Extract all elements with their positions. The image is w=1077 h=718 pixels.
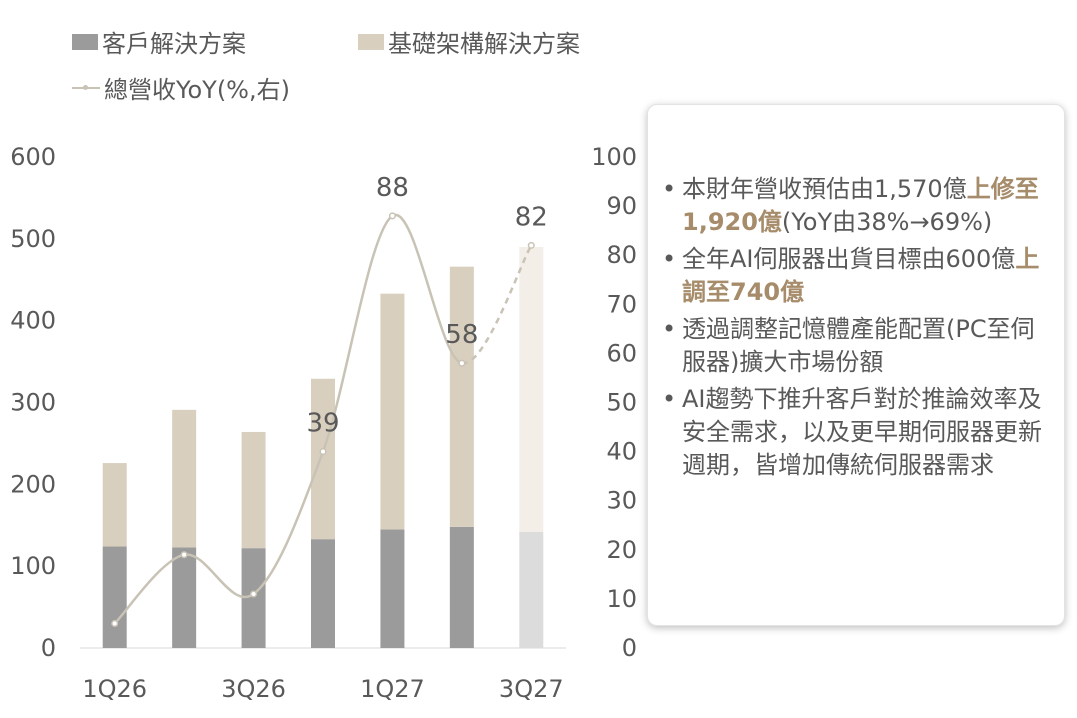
- y-right-tick-label: 40: [606, 438, 637, 466]
- bar-infrastructure-solutions: [102, 463, 127, 547]
- legend-line-marker: [72, 84, 100, 90]
- legend-label-yoy: 總營收YoY(%,右): [104, 76, 290, 104]
- yoy-line-solid: [113, 213, 463, 625]
- yoy-point: [111, 619, 119, 628]
- yoy-data-label: 88: [376, 173, 409, 203]
- bar-client-solutions: [380, 529, 405, 648]
- bar-client-solutions: [519, 531, 544, 648]
- yoy-data-label: 82: [515, 202, 548, 232]
- yoy-data-label: 39: [306, 409, 339, 439]
- bar-client-solutions: [241, 548, 266, 648]
- y-right-tick-label: 50: [606, 389, 637, 417]
- note-text: 全年AI伺服器出貨目標由600億: [682, 245, 1016, 273]
- y-right-tick-label: 80: [606, 241, 637, 269]
- yoy-point: [527, 241, 535, 249]
- yoy-point: [180, 551, 188, 559]
- y-left-tick-label: 0: [41, 634, 56, 662]
- bar-infrastructure-solutions: [172, 409, 197, 548]
- notes-list: 本財年營收預估由1,570億上修至1,920億(YoY由38%→69%)全年AI…: [662, 173, 1056, 482]
- note-text: AI趨勢下推升客戶對於推論效率及安全需求，以及更早期伺服器更新週期，皆增加傳統伺…: [682, 385, 1042, 479]
- note-item: 本財年營收預估由1,570億上修至1,920億(YoY由38%→69%): [662, 173, 1056, 239]
- y-right-tick-label: 30: [606, 487, 637, 515]
- y-right-tick-label: 70: [606, 290, 637, 318]
- y-left-tick-label: 200: [10, 470, 56, 498]
- yoy-point: [458, 359, 466, 367]
- note-text: 透過調整記憶體產能配置(PC至伺服器)擴大市場份額: [682, 315, 1035, 376]
- notes-panel: 本財年營收預估由1,570億上修至1,920億(YoY由38%→69%)全年AI…: [647, 104, 1065, 626]
- y-left-tick-label: 600: [10, 143, 56, 171]
- yoy-point: [250, 590, 258, 598]
- yoy-data-label: 58: [445, 320, 478, 350]
- y-left-tick-label: 300: [10, 389, 56, 417]
- bar-infrastructure-solutions: [311, 378, 335, 540]
- chart-data-labels: 39 88 58 82: [306, 173, 547, 439]
- y-right-tick-label: 60: [606, 339, 637, 367]
- y-left-tick-label: 500: [10, 225, 56, 253]
- x-tick-label: 3Q26: [221, 675, 286, 703]
- bar-client-solutions: [102, 546, 127, 648]
- note-item: 全年AI伺服器出貨目標由600億上調至740億: [662, 243, 1056, 309]
- bar-infrastructure-solutions: [241, 431, 266, 549]
- chart-yoy-line: [111, 212, 535, 628]
- bar-infrastructure-solutions: [449, 266, 474, 527]
- y-left-tick-label: 100: [10, 552, 56, 580]
- x-tick-label: 1Q26: [82, 675, 147, 703]
- note-text: 本財年營收預估由1,570億: [682, 175, 967, 203]
- bar-infrastructure-solutions: [519, 247, 544, 532]
- bar-client-solutions: [311, 539, 335, 648]
- legend-label-client: 客戶解決方案: [102, 30, 246, 58]
- x-tick-label: 1Q27: [360, 675, 425, 703]
- legend-swatch-client: [72, 33, 98, 50]
- bar-client-solutions: [449, 526, 474, 648]
- y-left-tick-label: 400: [10, 307, 56, 335]
- chart-bars: [102, 247, 544, 648]
- note-item: AI趨勢下推升客戶對於推論效率及安全需求，以及更早期伺服器更新週期，皆增加傳統伺…: [662, 383, 1056, 482]
- legend-label-infrastructure: 基礎架構解決方案: [388, 30, 580, 58]
- bar-infrastructure-solutions: [380, 293, 405, 530]
- legend-swatch-infrastructure: [358, 33, 384, 50]
- yoy-point: [319, 448, 327, 456]
- y-right-tick-label: 90: [606, 192, 637, 220]
- note-text: (YoY由38%→69%): [781, 208, 993, 236]
- y-right-tick-label: 0: [622, 634, 637, 662]
- legend-infrastructure-solutions: 基礎架構解決方案: [358, 24, 580, 59]
- y-right-tick-label: 10: [606, 585, 637, 613]
- x-tick-label: 3Q27: [499, 675, 564, 703]
- note-item: 透過調整記憶體產能配置(PC至伺服器)擴大市場份額: [662, 313, 1056, 379]
- legend-yoy-line: 總營收YoY(%,右): [72, 70, 290, 105]
- y-right-tick-label: 20: [606, 536, 637, 564]
- note-highlight-text: 上修至1,920億: [682, 175, 1039, 236]
- y-right-tick-label: 100: [591, 143, 637, 171]
- legend-client-solutions: 客戶解決方案: [72, 24, 246, 59]
- yoy-point: [388, 212, 396, 220]
- bar-client-solutions: [172, 547, 197, 648]
- note-highlight-text: 上調至740億: [682, 245, 1040, 306]
